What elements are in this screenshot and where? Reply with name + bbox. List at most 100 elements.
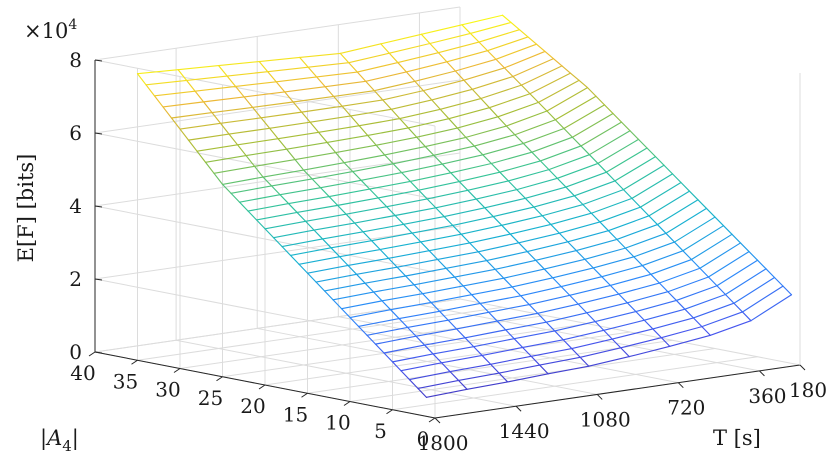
mesh-segment-t <box>463 79 473 90</box>
mesh-segment-t <box>448 118 458 129</box>
mesh-segment-a4 <box>170 112 213 119</box>
mesh-segment-t <box>377 197 388 208</box>
mesh-segment-t <box>526 251 537 261</box>
mesh-segment-t <box>616 238 626 249</box>
mesh-segment-a4 <box>603 319 645 331</box>
mesh-segment-t <box>318 131 328 144</box>
mesh-segment-a4 <box>633 241 676 258</box>
mesh-segment-t <box>433 154 443 165</box>
mesh-segment-t <box>582 203 592 214</box>
mesh-segment-a4 <box>405 61 448 73</box>
mesh-segment-t <box>383 352 394 363</box>
mesh-segment-t <box>541 215 552 226</box>
mesh-segment-a4 <box>211 106 254 114</box>
mesh-segment-a4 <box>580 121 623 147</box>
mesh-segment-a4 <box>529 72 572 95</box>
mesh-segment-t <box>558 232 569 243</box>
mesh-segment-t <box>252 106 262 119</box>
mesh-segment-a4 <box>447 311 490 321</box>
mesh-segment-t <box>306 272 317 283</box>
x-tick-label: 360 <box>748 384 786 408</box>
mesh-segment-t <box>177 69 188 81</box>
mesh-segment-t <box>379 248 390 259</box>
mesh-segment-a4 <box>235 81 277 88</box>
mesh-segment-a4 <box>505 110 548 127</box>
mesh-segment-a4 <box>445 259 488 269</box>
mesh-segment-a4 <box>272 229 315 239</box>
mesh-segment-t <box>352 170 362 181</box>
mesh-segment-t <box>722 225 733 235</box>
mesh-segment-a4 <box>388 42 431 54</box>
y-axis-label-symbol: A <box>45 426 62 450</box>
mesh-segment-t <box>264 228 275 239</box>
mesh-segment-a4 <box>552 267 594 279</box>
mesh-segment-a4 <box>522 339 564 349</box>
mesh-segment-t <box>460 233 471 244</box>
mesh-segment-t <box>260 117 271 129</box>
mesh-segment-t <box>680 181 691 192</box>
mesh-segment-a4 <box>338 248 381 258</box>
mesh-segment-a4 <box>486 251 528 262</box>
mesh-segment-t <box>554 330 564 341</box>
mesh-segment-a4 <box>386 198 428 208</box>
mesh-segment-t <box>400 370 411 381</box>
mesh-segment-a4 <box>512 58 555 78</box>
mesh-segment-a4 <box>418 180 460 191</box>
x-tick-mark <box>515 405 522 412</box>
mesh-segment-a4 <box>221 176 264 185</box>
mesh-segment-t <box>486 50 497 60</box>
mesh-segment-t <box>518 29 529 38</box>
mesh-segment-a4 <box>497 101 540 118</box>
mesh-segment-t <box>333 95 343 107</box>
mesh-segment-t <box>462 285 473 296</box>
mesh-segment-t <box>420 33 431 45</box>
mesh-segment-t <box>345 213 356 224</box>
back-grid <box>94 6 801 419</box>
mesh-segment-a4 <box>357 317 400 327</box>
mesh-segment-t <box>505 125 516 136</box>
mesh-segment-t <box>618 293 628 304</box>
mesh-segment-a4 <box>481 346 524 357</box>
mesh-segment-a4 <box>467 180 509 191</box>
mesh-segment-a4 <box>573 180 616 197</box>
mesh-segment-a4 <box>684 293 727 310</box>
mesh-segment-t <box>543 268 554 279</box>
mesh-segment-a4 <box>539 145 582 162</box>
mesh-segment-a4 <box>513 330 556 340</box>
mesh-segment-t <box>507 180 518 191</box>
mesh-segment-t <box>646 147 657 158</box>
z-exponent-power: 4 <box>68 17 77 33</box>
mesh-segment-a4 <box>296 204 339 213</box>
mesh-segment-a4 <box>255 211 298 221</box>
mesh-segment-t <box>609 284 620 295</box>
mesh-segment-a4 <box>571 112 614 138</box>
mesh-segment-t <box>449 371 460 382</box>
mesh-segment-t <box>211 112 222 124</box>
mesh-segment-a4 <box>332 291 375 301</box>
mesh-segment-a4 <box>433 145 475 156</box>
mesh-segment-a4 <box>185 75 228 81</box>
mesh-segment-a4 <box>287 195 330 205</box>
mesh-segment-t <box>612 112 623 123</box>
mesh-segment-a4 <box>340 300 383 310</box>
mesh-segment-a4 <box>488 303 530 313</box>
mesh-segment-a4 <box>348 52 390 64</box>
mesh-segment-a4 <box>724 268 767 296</box>
mesh-segment-t <box>545 321 556 332</box>
mesh-segment-a4 <box>509 223 552 235</box>
mesh-segment-a4 <box>541 203 584 217</box>
mesh-segment-a4 <box>407 118 450 129</box>
mesh-segment-t <box>371 240 381 251</box>
mesh-segment-t <box>622 189 633 199</box>
mesh-segment-t <box>575 249 586 260</box>
mesh-segment-t <box>594 321 605 331</box>
mesh-segment-a4 <box>294 152 337 161</box>
mesh-segment-t <box>505 329 515 340</box>
mesh-segment-t <box>426 198 437 209</box>
mesh-segment-a4 <box>480 84 523 100</box>
mesh-segment-a4 <box>473 134 516 147</box>
mesh-segment-t <box>303 169 313 180</box>
mesh-segment-t <box>473 145 484 156</box>
y-tick-label: 15 <box>283 402 308 426</box>
mesh-segment-a4 <box>369 180 411 190</box>
